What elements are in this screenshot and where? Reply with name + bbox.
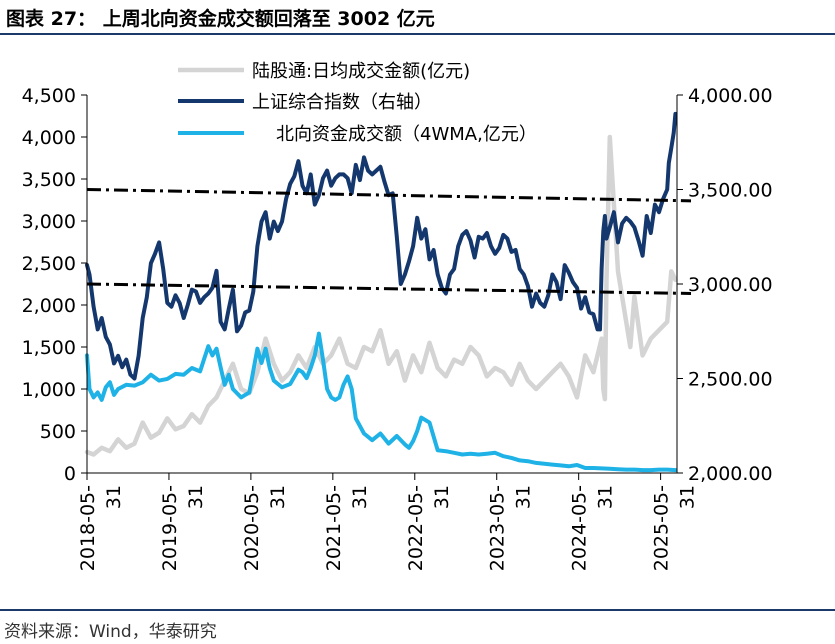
chart: 0 500 1,000 1,500 2,000 2,500 3,000 3,500 4,000 4… <box>22 61 773 571</box>
y-left-tick-label: 1,500 <box>22 337 76 359</box>
x-tick-label-line2: 31 <box>267 485 289 509</box>
y-right-tick-label: 4,000.00 <box>688 85 773 107</box>
x-tick-label-line1: 2019-05- <box>159 485 181 571</box>
x-tick-label-line1: 2020-05- <box>241 485 263 571</box>
series-line-turnover <box>84 134 678 457</box>
guide-lines <box>86 188 692 295</box>
guide-line-2 <box>86 282 692 295</box>
y-right-tick-label: 3,000.00 <box>688 274 773 296</box>
y-left-tick-label: 3,500 <box>22 169 76 191</box>
x-tick-label: 2022-05- 31 <box>405 485 453 571</box>
bottom-rule <box>0 609 835 611</box>
y-left-tick-label: 4,500 <box>22 85 76 107</box>
x-tick-label: 2025-05- 31 <box>651 485 699 571</box>
y-right-tick-label: 3,500.00 <box>688 180 773 202</box>
x-tick-label-line2: 31 <box>677 485 699 509</box>
legend: 陆股通:日均成交金额(亿元) 上证综合指数（右轴） 北向资金成交额（4WMA,亿元） <box>178 61 537 145</box>
y-left-tick-label: 4,000 <box>22 127 76 149</box>
legend-label-index: 上证综合指数（右轴） <box>252 92 432 113</box>
figure-heading: 上周北向资金成交额回落至 3002 亿元 <box>102 8 435 30</box>
x-tick-label-line1: 2025-05- <box>651 485 673 571</box>
y-left-tick-label: 2,000 <box>22 295 76 317</box>
y-left-tick-label: 3,000 <box>22 211 76 233</box>
x-tick-label-line1: 2022-05- <box>405 485 427 571</box>
figure-title: 图表 27： 上周北向资金成交额回落至 3002 亿元 <box>6 4 435 31</box>
x-tick-label-line2: 31 <box>103 485 125 509</box>
y-left-tick-label: 0 <box>64 463 76 485</box>
x-tick-label-line2: 31 <box>513 485 535 509</box>
legend-label-turnover_4wma: 北向资金成交额（4WMA,亿元） <box>276 124 537 145</box>
x-tick-label: 2023-05- 31 <box>487 485 535 571</box>
x-tick-label-line2: 31 <box>349 485 371 509</box>
x-tick-label: 2020-05- 31 <box>241 485 289 571</box>
y-left-tick-label: 1,000 <box>22 379 76 401</box>
axes: 0 500 1,000 1,500 2,000 2,500 3,000 3,500 4,000 4… <box>22 85 773 571</box>
y-right-tick-label: 2,500.00 <box>688 369 773 391</box>
x-tick-label-line1: 2024-05- <box>569 485 591 571</box>
x-tick-label-line2: 31 <box>185 485 207 509</box>
guide-line-1 <box>86 188 692 203</box>
source-note: 资料来源：Wind，华泰研究 <box>4 622 217 642</box>
series-layer <box>84 111 678 473</box>
x-tick-label: 2018-05- 31 <box>77 485 125 571</box>
x-tick-label: 2021-05- 31 <box>323 485 371 571</box>
x-tick-label-line1: 2021-05- <box>323 485 345 571</box>
x-tick-label-line2: 31 <box>595 485 617 509</box>
y-left-tick-label: 500 <box>40 421 76 443</box>
x-tick-label-line1: 2018-05- <box>77 485 99 571</box>
x-tick-label: 2019-05- 31 <box>159 485 207 571</box>
figure-label: 图表 27： <box>6 8 97 30</box>
legend-label-turnover: 陆股通:日均成交金额(亿元) <box>252 61 470 82</box>
y-right-tick-label: 2,000.00 <box>688 463 773 485</box>
series-line-turnover_4wma <box>85 331 678 473</box>
x-tick-label-line2: 31 <box>431 485 453 509</box>
x-tick-label-line1: 2023-05- <box>487 485 509 571</box>
title-rule <box>0 33 835 35</box>
y-left-tick-label: 2,500 <box>22 253 76 275</box>
x-tick-label: 2024-05- 31 <box>569 485 617 571</box>
